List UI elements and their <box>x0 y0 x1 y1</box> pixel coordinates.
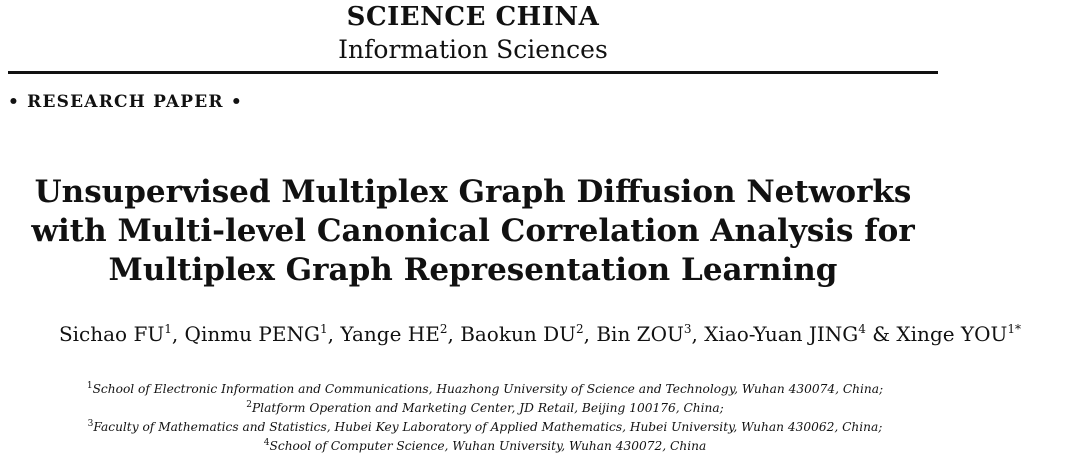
header-rule <box>8 71 938 74</box>
author-separator: & <box>865 322 897 346</box>
affiliation-number: 4 <box>263 438 270 448</box>
title-line: Unsupervised Multiplex Graph Diffusion N… <box>34 174 912 210</box>
author-name: Xinge YOU <box>896 322 1008 346</box>
paper-title: Unsupervised Multiplex Graph Diffusion N… <box>0 173 946 290</box>
affiliation: 3Faculty of Mathematics and Statistics, … <box>0 418 970 437</box>
title-line: Multiplex Graph Representation Learning <box>108 252 838 288</box>
author-separator: , <box>171 322 185 346</box>
affiliation-text: Faculty of Mathematics and Statistics, H… <box>93 420 883 434</box>
author-affiliation-mark: 1* <box>1007 322 1022 336</box>
author: Xiao-Yuan JING4 & <box>704 322 896 346</box>
author-separator: , <box>691 322 705 346</box>
author: Yange HE2, <box>340 322 460 346</box>
author-name: Xiao-Yuan JING <box>704 322 859 346</box>
journal-name: SCIENCE CHINA <box>346 2 600 32</box>
author-separator: , <box>327 322 341 346</box>
author-name: Yange HE <box>340 322 440 346</box>
affiliation-text: School of Electronic Information and Com… <box>92 382 884 396</box>
affiliation-list: 1School of Electronic Information and Co… <box>0 380 970 456</box>
author-separator: , <box>447 322 461 346</box>
author: Sichao FU1, <box>59 322 185 346</box>
author-name: Qinmu PENG <box>184 322 320 346</box>
author: Qinmu PENG1, <box>185 322 341 346</box>
author-name: Bin ZOU <box>596 322 684 346</box>
author: Bin ZOU3, <box>596 322 704 346</box>
paper-type-label: • RESEARCH PAPER • <box>8 92 243 112</box>
affiliation: 2Platform Operation and Marketing Center… <box>0 399 970 418</box>
author-affiliation-mark: 4 <box>858 322 866 336</box>
author-affiliation-mark: 2 <box>439 322 448 336</box>
author-affiliation-mark: 1 <box>164 322 172 336</box>
author-name: Sichao FU <box>58 322 165 346</box>
affiliation-text: School of Computer Science, Wuhan Univer… <box>269 439 707 453</box>
author-affiliation-mark: 3 <box>683 322 692 336</box>
author-affiliation-mark: 2 <box>575 322 584 336</box>
author: Xinge YOU1* <box>896 322 1021 346</box>
author-name: Baokun DU <box>460 322 576 346</box>
author-separator: , <box>583 322 597 346</box>
affiliation-number: 2 <box>246 400 252 410</box>
author-affiliation-mark: 1 <box>319 322 328 336</box>
affiliation-text: Platform Operation and Marketing Center,… <box>251 401 724 415</box>
author-list: Sichao FU1, Qinmu PENG1, Yange HE2, Baok… <box>0 322 1080 346</box>
title-line: with Multi-level Canonical Correlation A… <box>31 213 915 249</box>
affiliation-number: 1 <box>86 381 93 391</box>
affiliation: 4School of Computer Science, Wuhan Unive… <box>0 437 970 456</box>
affiliation-number: 3 <box>87 419 94 429</box>
author: Baokun DU2, <box>460 322 596 346</box>
journal-section: Information Sciences <box>338 35 608 64</box>
affiliation: 1School of Electronic Information and Co… <box>0 380 970 399</box>
